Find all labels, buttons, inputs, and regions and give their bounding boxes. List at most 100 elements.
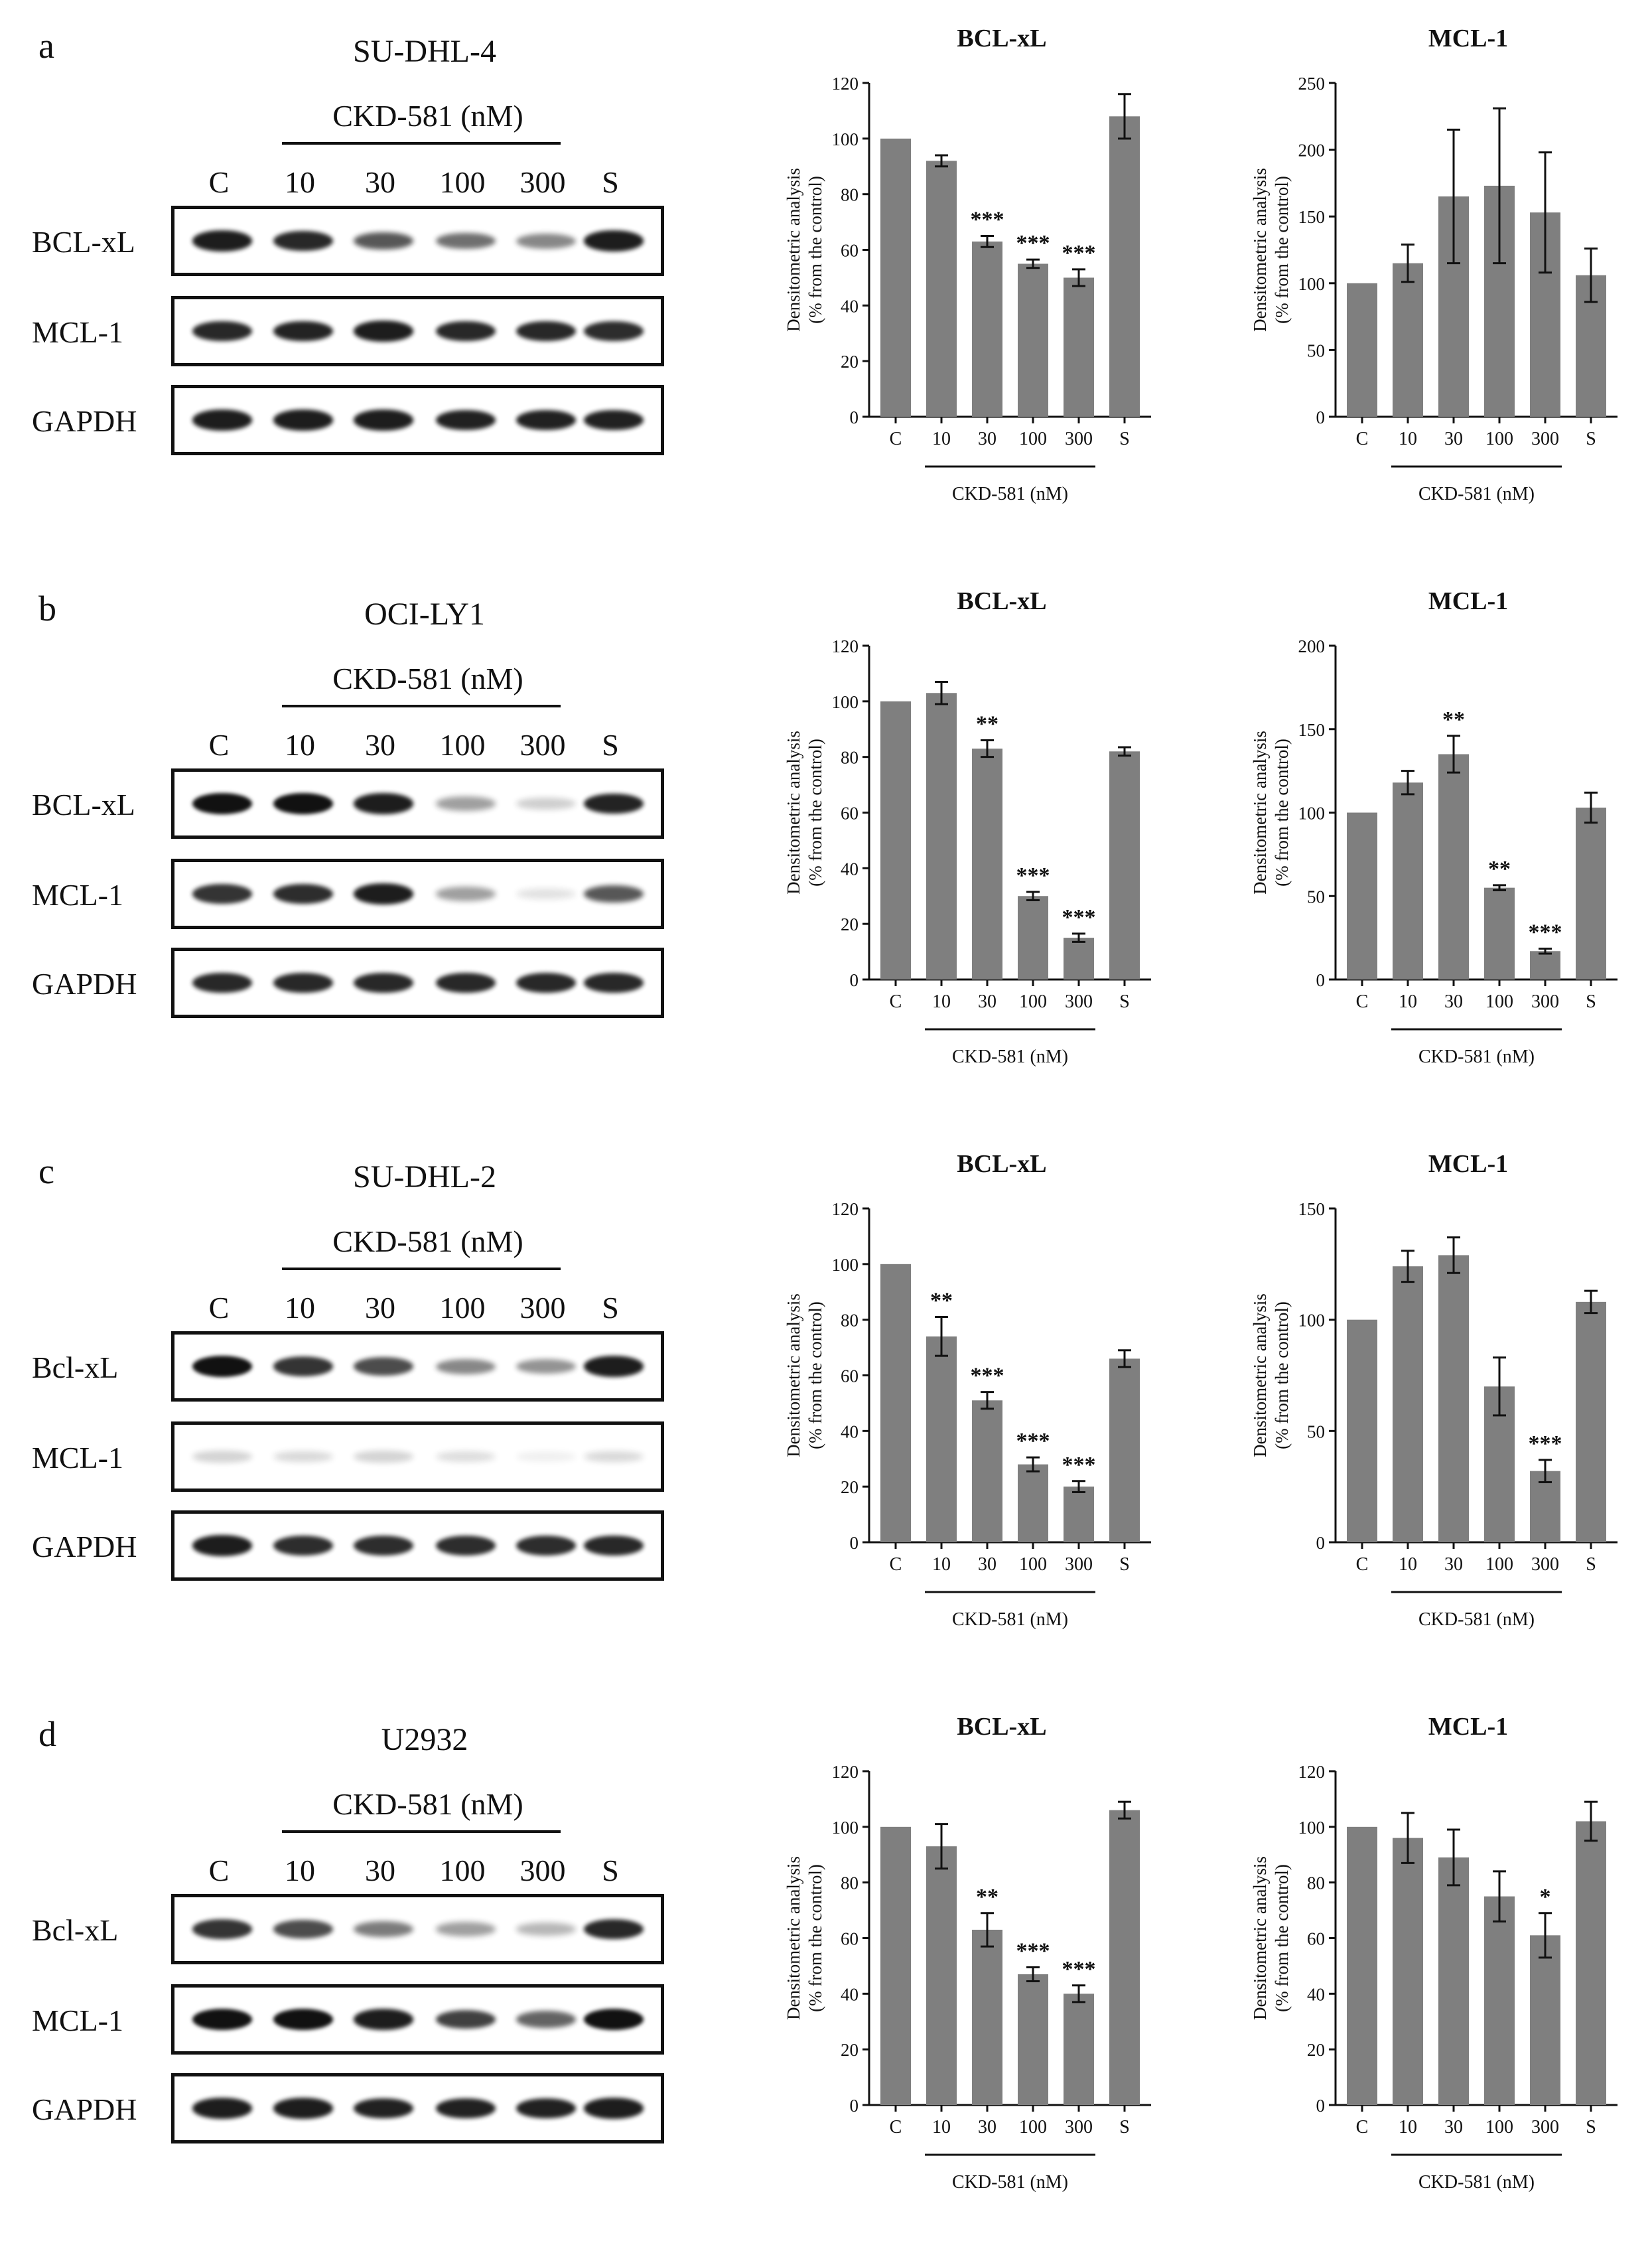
bar-chart-b-bclxl: BCL-xL 0 20 40 60 80 100 120 Densitometric analy… — [784, 587, 1151, 1067]
y-tick-label: 150 — [1298, 1199, 1326, 1219]
figure-panel-b: b OCI-LY1 CKD-581 (nM) C 10 30 100 300 S BCL-xL MC… — [0, 563, 1652, 1126]
x-axis-label: CKD-581 (nM) — [952, 2172, 1068, 2193]
bar-chart-c-bclxl: BCL-xL 0 20 40 60 80 100 120 Densitometric analy… — [784, 1150, 1151, 1630]
bar — [1438, 1857, 1469, 2105]
blot-band — [516, 409, 576, 431]
bar — [1438, 1255, 1469, 1542]
x-tick-label: 10 — [932, 1554, 951, 1575]
cell-line-title: OCI-LY1 — [364, 597, 485, 632]
y-axis-label: Densitometric analysis — [784, 731, 803, 895]
y-tick-label: 100 — [832, 1255, 859, 1275]
y-tick-label: 100 — [1298, 1818, 1326, 1838]
y-tick-label: 60 — [841, 241, 859, 261]
bar — [926, 161, 957, 417]
lane-label: C — [208, 165, 230, 199]
bar — [1393, 1838, 1423, 2105]
blot-row-label: MCL-1 — [32, 878, 123, 912]
lane-label: 300 — [519, 165, 566, 199]
cell-line-title: SU-DHL-2 — [353, 1159, 496, 1195]
blot-band — [436, 232, 496, 250]
western-blot-strip — [171, 296, 664, 366]
y-tick-label: 80 — [841, 748, 859, 768]
significance-marker: ** — [930, 1288, 953, 1313]
significance-marker: * — [1540, 1885, 1551, 1909]
y-tick-label: 0 — [1316, 970, 1326, 990]
y-tick-label: 20 — [841, 352, 859, 372]
blot-band — [516, 1536, 576, 1556]
y-tick-label: 100 — [832, 129, 859, 149]
x-tick-label: 30 — [978, 1554, 997, 1575]
blot-row-label: BCL-xL — [32, 225, 135, 259]
x-tick-label: 30 — [978, 991, 997, 1012]
x-tick-label: S — [1119, 2117, 1130, 2138]
significance-marker: *** — [1016, 231, 1050, 255]
x-tick-label: 100 — [1019, 429, 1047, 449]
blot-band — [516, 972, 576, 993]
y-tick-label: 50 — [1307, 1421, 1325, 1441]
significance-marker: *** — [1062, 1957, 1096, 1982]
lane-label: 100 — [439, 165, 486, 199]
blot-band — [516, 1923, 576, 1936]
bar — [1438, 754, 1469, 980]
lane-label: 300 — [519, 728, 566, 762]
x-axis-label: CKD-581 (nM) — [1418, 1047, 1535, 1067]
x-tick-label: 300 — [1531, 1554, 1559, 1575]
bar-chart-b-mcl1: MCL-1 0 50 100 150 200 Densitometric analysis(… — [1250, 587, 1618, 1067]
significance-marker: *** — [1062, 1453, 1096, 1477]
y-tick-label: 60 — [1307, 1929, 1325, 1949]
x-tick-label: S — [1586, 1554, 1596, 1575]
bar — [1347, 812, 1377, 980]
significance-marker: ** — [1488, 857, 1511, 881]
blot-band — [516, 321, 576, 342]
blot-band — [436, 1536, 496, 1556]
bar — [972, 241, 1002, 417]
y-tick-label: 0 — [850, 970, 859, 990]
lane-label: 10 — [285, 728, 315, 762]
y-tick-label: 40 — [841, 296, 859, 316]
y-tick-label: 250 — [1298, 74, 1326, 94]
x-tick-label: 300 — [1531, 991, 1559, 1012]
lane-label: 30 — [365, 1853, 395, 1887]
blot-band — [516, 1358, 576, 1374]
y-tick-label: 50 — [1307, 340, 1325, 360]
western-blot-strip — [171, 1984, 664, 2055]
blot-band — [516, 233, 576, 249]
blot-band — [436, 972, 496, 993]
x-tick-label: 30 — [1444, 991, 1463, 1012]
lane-label: S — [602, 1291, 619, 1325]
bar — [880, 138, 911, 417]
y-tick-label: 150 — [1298, 207, 1326, 227]
blot-band — [354, 2009, 413, 2030]
y-axis-label: Densitometric analysis — [784, 168, 803, 332]
y-axis-label-unit: (% from the control) — [805, 176, 825, 324]
lane-label: 10 — [285, 165, 315, 199]
blot-band — [436, 2098, 496, 2119]
y-tick-label: 0 — [850, 407, 859, 427]
y-tick-label: 40 — [841, 859, 859, 879]
significance-marker: *** — [1529, 920, 1562, 944]
x-tick-label: 30 — [1444, 2117, 1463, 2138]
blot-band — [354, 883, 413, 905]
blot-band — [354, 793, 413, 814]
y-tick-label: 100 — [832, 1818, 859, 1838]
significance-marker: *** — [971, 1364, 1004, 1388]
x-tick-label: 10 — [1399, 1554, 1417, 1575]
blot-band — [584, 793, 644, 814]
blot-row-label: MCL-1 — [32, 2003, 123, 2037]
bar — [1576, 1301, 1606, 1542]
western-blot-strip — [171, 768, 664, 839]
chart-title: BCL-xL — [957, 587, 1046, 615]
y-axis-label-unit: (% from the control) — [1272, 1864, 1292, 2012]
y-tick-label: 100 — [1298, 804, 1326, 824]
x-tick-label: S — [1586, 429, 1596, 449]
x-tick-label: 30 — [1444, 1554, 1463, 1575]
blot-band — [192, 1356, 252, 1377]
blot-band — [516, 888, 576, 900]
bar — [926, 1336, 957, 1542]
y-tick-label: 0 — [850, 1533, 859, 1553]
y-tick-label: 50 — [1307, 887, 1325, 907]
y-tick-label: 120 — [832, 1762, 859, 1782]
blot-band — [192, 2009, 252, 2030]
y-tick-label: 0 — [1316, 1533, 1326, 1553]
blot-band — [436, 321, 496, 342]
